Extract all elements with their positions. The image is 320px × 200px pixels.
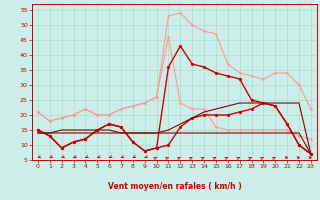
X-axis label: Vent moyen/en rafales ( km/h ): Vent moyen/en rafales ( km/h ) bbox=[108, 182, 241, 191]
